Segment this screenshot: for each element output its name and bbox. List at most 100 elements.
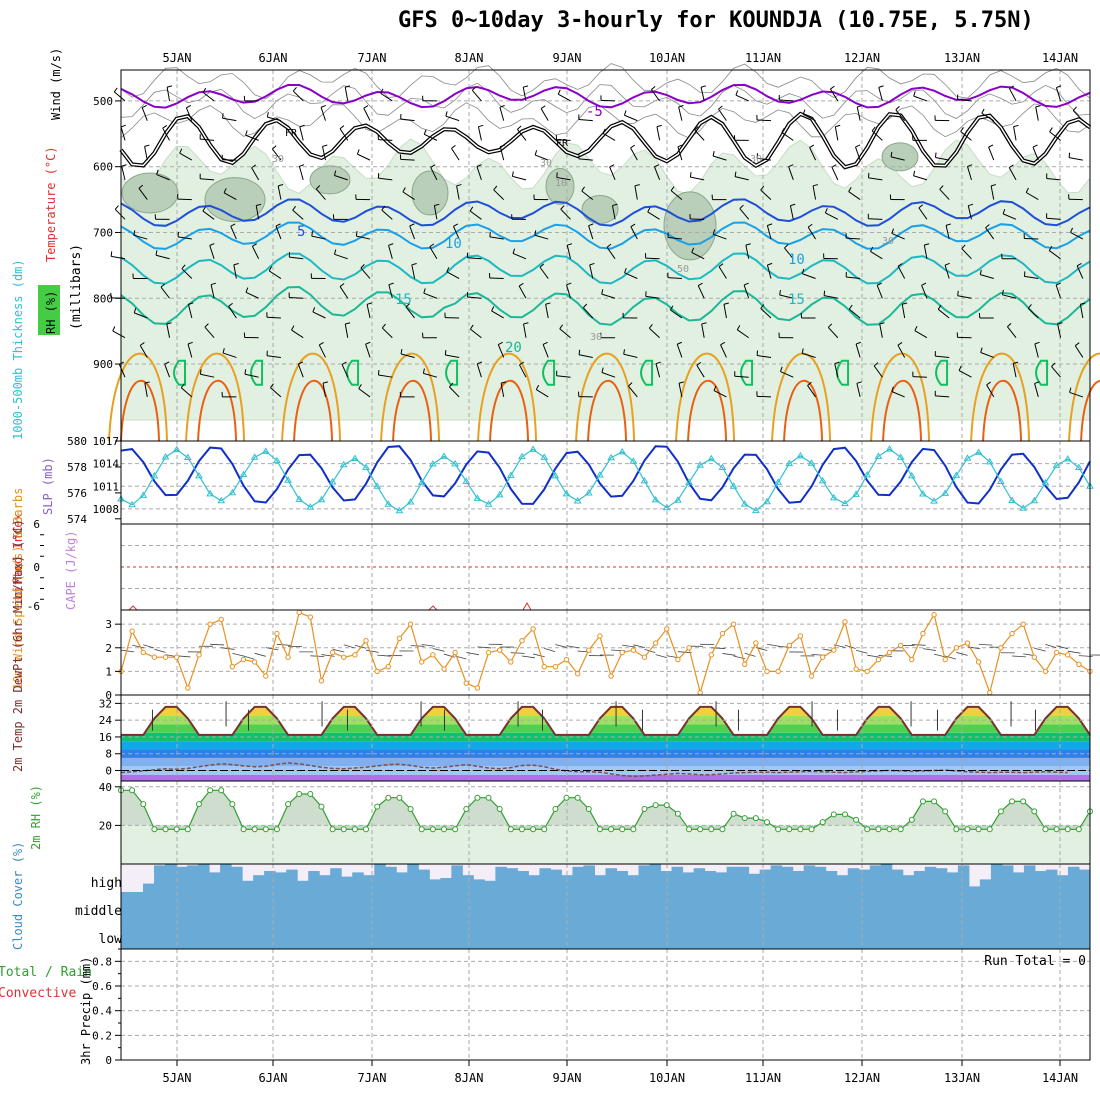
wind-barb: [277, 185, 282, 200]
wind-barb: [452, 226, 460, 240]
wind10m-point: [240, 656, 247, 663]
wind-barb: [1055, 87, 1062, 102]
wind-barb: [1008, 167, 1017, 181]
wind-barb-flag: [199, 369, 202, 375]
cloud-mid-low-block: [121, 892, 1090, 949]
cloud-high-bar: [814, 866, 827, 892]
wind-barb-flag: [451, 144, 456, 149]
wind-barb: [855, 343, 861, 358]
cloud-high-bar: [506, 868, 518, 892]
rh2m-point: [886, 826, 893, 833]
wind-barb: [535, 154, 549, 161]
wind-barb: [133, 234, 148, 240]
wind-barb-flag: [311, 231, 313, 237]
wind10m-barb: [856, 649, 868, 654]
rh2m-point: [162, 826, 169, 833]
wind-barb-flag: [430, 164, 436, 168]
isotherm-30: [587, 379, 628, 442]
wind10m-barb: [1045, 644, 1057, 649]
wind-barb: [556, 176, 571, 181]
wind-barb-flag: [628, 382, 633, 387]
wind-barb-flag: [1034, 381, 1040, 384]
wind-barb: [939, 188, 950, 200]
cloud-high-bar: [198, 864, 210, 892]
wind-barb: [1002, 294, 1017, 299]
thickness-marker: [785, 459, 794, 467]
wind-barb-flag: [556, 172, 558, 178]
wind10m-point: [742, 661, 748, 668]
wind-barb: [315, 188, 326, 200]
thickness-marker: [317, 495, 326, 503]
rh2m-tick-label: 40: [99, 781, 112, 794]
wind-barb-flag: [589, 262, 595, 266]
wind-barb: [497, 344, 505, 358]
y-axis-label-wind: Wind (m/s): [49, 48, 63, 120]
wind-barb-flag: [677, 144, 683, 148]
thickness-marker: [1019, 504, 1028, 511]
rh2m-point: [841, 811, 848, 818]
thickness-marker: [941, 489, 950, 496]
wind-barb: [1057, 323, 1062, 338]
cloud-high-bar: [231, 866, 243, 892]
wind-barb: [945, 225, 950, 240]
thickness-marker: [718, 463, 727, 470]
wind-barb-flag: [1009, 85, 1014, 89]
rh2m-point: [229, 801, 236, 808]
cloud-high-bar: [154, 865, 166, 892]
wind-barb-flag: [914, 325, 918, 331]
wind-barb-flag: [498, 341, 503, 345]
rh2m-point: [173, 826, 180, 833]
cloud-high-bar: [737, 866, 750, 892]
wind-barb: [381, 209, 393, 220]
wind-barb: [935, 156, 950, 161]
rh-legend-swatch: [38, 285, 60, 335]
wind10m-point: [552, 663, 559, 670]
wind-barb: [718, 108, 727, 121]
wind-barb-flag: [245, 287, 249, 293]
wind-barb-flag: [700, 85, 706, 88]
wind10m-point: [463, 680, 469, 686]
wind-barb-flag: [560, 205, 565, 210]
wind-barb: [449, 386, 460, 398]
date-label-top: 11JAN: [745, 51, 781, 65]
cloud-high-bar: [869, 865, 882, 892]
wind-barb-flag: [366, 302, 373, 305]
wind10m-point: [407, 621, 414, 627]
wind-barb: [713, 233, 727, 240]
thickness-marker: [339, 460, 348, 468]
wind-barb: [446, 271, 460, 279]
wind-barb: [179, 152, 193, 161]
temp2m-tick-label: 24: [99, 714, 113, 727]
wind-barb-flag: [333, 170, 337, 176]
wind-barb: [876, 285, 883, 299]
wind10m-barb: [655, 654, 667, 659]
wind-barb-flag: [1009, 164, 1014, 169]
wind-barb: [736, 329, 750, 339]
wind-barb-flag: [602, 128, 606, 134]
thickness-marker: [406, 498, 415, 505]
wind-barb-flag: [1007, 322, 1012, 328]
y-axis-label-pressure: (millibars): [69, 244, 84, 330]
wind-barb-flag: [141, 105, 147, 109]
wind-barb: [445, 115, 460, 122]
wind-barb: [111, 255, 126, 260]
wind-barb-flag: [298, 361, 304, 365]
wind-barb-flag: [623, 110, 627, 116]
wind-barb-flag: [784, 244, 789, 249]
cloud-high-bar: [902, 875, 915, 892]
rh2m-point: [585, 805, 592, 812]
wind-barb-flag: [823, 290, 826, 296]
wind-barb: [1034, 383, 1039, 398]
wind-barb: [400, 158, 415, 161]
rh2m-point: [207, 787, 214, 794]
wind-barb: [155, 254, 170, 260]
wind-barb-flag: [278, 184, 284, 187]
wind-barb: [957, 98, 972, 102]
thickness-marker: [562, 489, 571, 497]
wind-barb-flag: [187, 341, 193, 345]
wind-barb-flag: [164, 361, 170, 365]
wind-barb: [779, 99, 794, 102]
wind10m-barb: [1056, 645, 1069, 650]
thickness-marker: [607, 453, 615, 461]
wind-barb-flag: [734, 171, 737, 177]
